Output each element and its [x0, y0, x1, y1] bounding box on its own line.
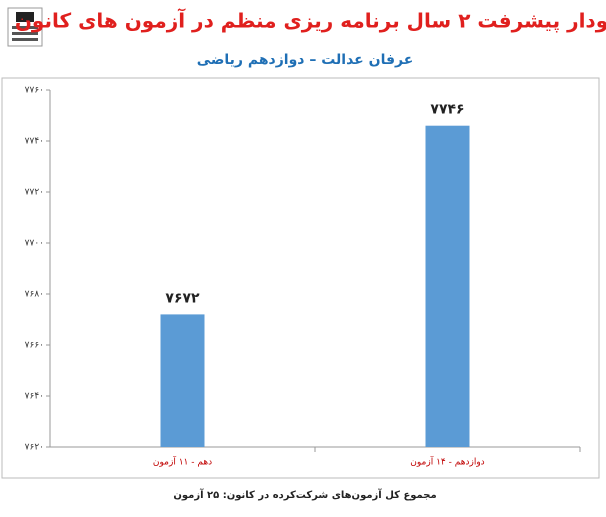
value-label: ۷۷۴۶: [430, 102, 464, 118]
y-tick-label: ۷۷۰۰: [25, 239, 44, 249]
logo-line: [12, 32, 38, 35]
bar: [160, 314, 205, 447]
footnote: مجموع کل آزمون‌های شرکت‌کرده در کانون: ۲…: [173, 488, 436, 501]
value-label: ۷۶۷۲: [165, 290, 200, 306]
y-tick-label: ۷۷۲۰: [25, 188, 44, 198]
x-tick-label: دهم - ۱۱ آزمون: [153, 456, 212, 468]
logo-line: [12, 26, 38, 29]
bar: [425, 125, 470, 447]
logo-line: [12, 38, 38, 41]
chart-frame: [1, 77, 600, 479]
x-tick-label: دوازدهم - ۱۴ آزمون: [410, 456, 484, 468]
logo-cap: [16, 12, 34, 22]
logo: [7, 7, 43, 47]
y-tick-label: ۷۶۸۰: [25, 290, 44, 300]
y-tick-label: ۷۷۴۰: [25, 137, 44, 147]
y-tick-label: ۷۶۲۰: [25, 443, 44, 453]
chart-title: نمودار پیشرفت ۲ سال برنامه ریزی منظم در …: [15, 8, 606, 34]
y-tick-label: ۷۷۶۰: [25, 86, 44, 96]
y-tick-label: ۷۶۴۰: [25, 392, 44, 402]
y-tick-label: ۷۶۶۰: [25, 341, 44, 351]
chart-subtitle: عرفان عدالت – دوازدهم ریاضی: [197, 52, 414, 68]
